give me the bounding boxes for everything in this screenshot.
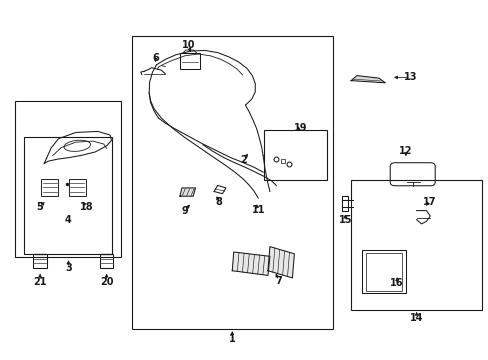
Text: 4: 4 bbox=[65, 215, 72, 225]
Polygon shape bbox=[232, 252, 269, 275]
Text: 2: 2 bbox=[240, 155, 246, 165]
Text: 19: 19 bbox=[293, 123, 306, 133]
Text: 9: 9 bbox=[181, 206, 188, 216]
Text: 20: 20 bbox=[100, 276, 113, 287]
Text: 17: 17 bbox=[422, 197, 435, 207]
Text: 8: 8 bbox=[215, 197, 222, 207]
Text: 10: 10 bbox=[181, 40, 195, 50]
Bar bbox=[24, 137, 112, 254]
Bar bbox=[41, 179, 59, 196]
Bar bbox=[350, 180, 481, 310]
Text: 16: 16 bbox=[389, 278, 403, 288]
Text: 13: 13 bbox=[403, 72, 417, 82]
Bar bbox=[15, 101, 121, 257]
Bar bbox=[132, 36, 332, 329]
Text: 18: 18 bbox=[80, 202, 94, 212]
Text: 21: 21 bbox=[33, 276, 47, 287]
Polygon shape bbox=[350, 76, 385, 83]
Text: 1: 1 bbox=[228, 334, 235, 344]
Bar bbox=[365, 253, 401, 291]
Text: 11: 11 bbox=[251, 204, 264, 215]
Bar bbox=[100, 254, 113, 268]
Text: 6: 6 bbox=[152, 53, 159, 63]
Text: 5: 5 bbox=[37, 202, 43, 212]
Text: 3: 3 bbox=[65, 263, 72, 273]
Bar bbox=[180, 53, 199, 69]
Text: 15: 15 bbox=[338, 215, 351, 225]
Bar bbox=[33, 254, 47, 268]
Polygon shape bbox=[267, 247, 294, 278]
Text: 7: 7 bbox=[275, 276, 282, 286]
Text: 14: 14 bbox=[409, 312, 423, 323]
Polygon shape bbox=[180, 188, 195, 196]
Bar bbox=[264, 130, 326, 180]
Bar bbox=[361, 250, 405, 293]
Bar bbox=[68, 179, 86, 196]
Text: 12: 12 bbox=[398, 146, 412, 156]
